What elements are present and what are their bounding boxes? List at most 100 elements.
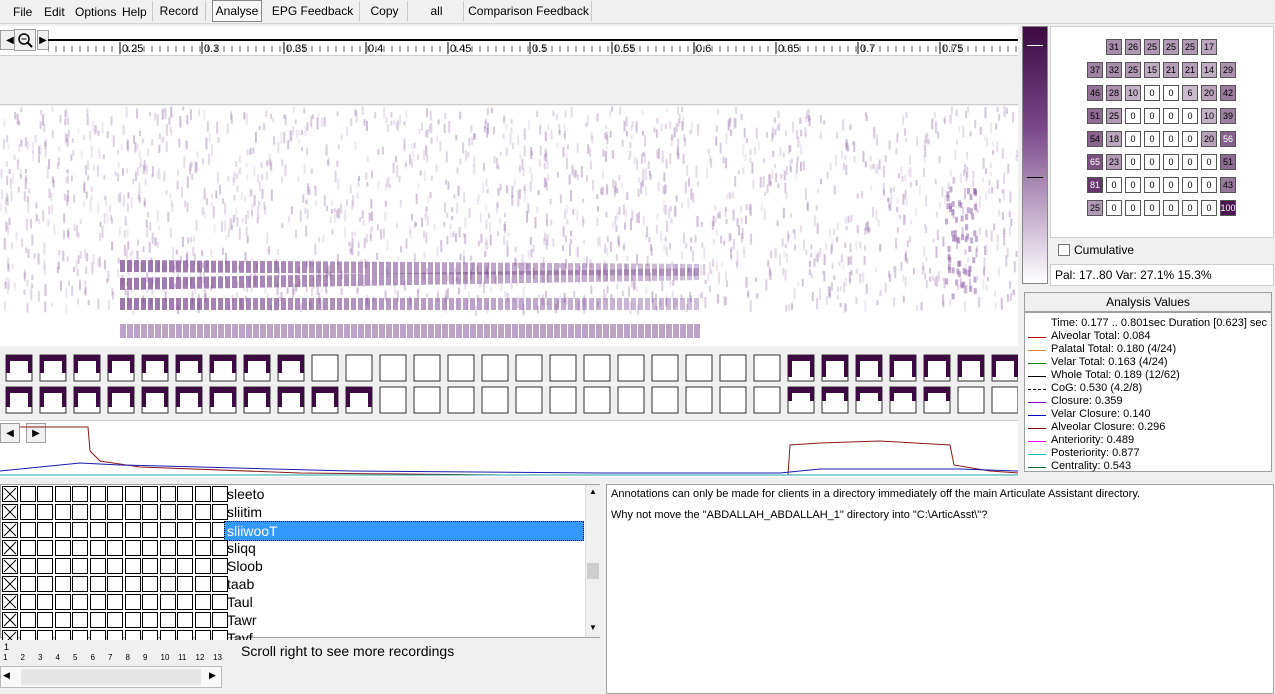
recording-row[interactable]: Tawr xyxy=(1,611,585,629)
menu-edit[interactable]: Edit xyxy=(44,5,65,19)
recording-checkbox[interactable] xyxy=(212,612,228,628)
recording-checkbox[interactable] xyxy=(107,594,123,610)
recording-checkbox[interactable] xyxy=(54,540,71,556)
zoom-out-button[interactable] xyxy=(14,29,36,51)
recording-checkbox[interactable] xyxy=(107,504,123,520)
recording-checkbox[interactable] xyxy=(212,594,228,610)
comparison-feedback-button[interactable]: Comparison Feedback xyxy=(466,1,592,21)
recording-checkbox[interactable] xyxy=(177,522,193,538)
recording-checkbox[interactable] xyxy=(19,504,36,520)
recording-checkbox[interactable] xyxy=(19,522,36,538)
recording-checkbox[interactable] xyxy=(72,612,88,628)
trend-scroll-right[interactable]: ▶ xyxy=(26,423,46,443)
recording-checkbox[interactable] xyxy=(72,594,88,610)
recording-checkbox[interactable] xyxy=(54,576,71,592)
recording-checkbox[interactable] xyxy=(159,486,176,502)
recording-checkbox[interactable] xyxy=(194,594,211,610)
recording-checkbox[interactable] xyxy=(37,594,53,610)
recording-checkbox[interactable] xyxy=(212,558,228,574)
recording-checkbox[interactable] xyxy=(89,522,106,538)
recording-checkbox[interactable] xyxy=(89,504,106,520)
recording-checkbox[interactable] xyxy=(212,576,228,592)
recording-row[interactable]: sliiwooT xyxy=(1,521,585,541)
recording-checkbox[interactable] xyxy=(37,522,53,538)
recording-checkbox[interactable] xyxy=(159,558,176,574)
recording-checkbox[interactable] xyxy=(2,522,18,538)
recording-checkbox[interactable] xyxy=(2,594,18,610)
epg-feedback-button[interactable]: EPG Feedback xyxy=(266,1,360,21)
recording-checkbox[interactable] xyxy=(177,612,193,628)
recording-checkbox[interactable] xyxy=(124,594,141,610)
recording-checkbox[interactable] xyxy=(159,522,176,538)
recording-checkbox[interactable] xyxy=(107,612,123,628)
recording-row[interactable]: taab xyxy=(1,575,585,593)
recording-checkbox[interactable] xyxy=(54,594,71,610)
cumulative-checkbox[interactable] xyxy=(1058,244,1070,256)
recording-checkbox[interactable] xyxy=(142,612,158,628)
recording-row[interactable]: sliqq xyxy=(1,539,585,557)
recording-checkbox[interactable] xyxy=(54,504,71,520)
recording-checkbox[interactable] xyxy=(37,558,53,574)
recording-checkbox[interactable] xyxy=(124,486,141,502)
recording-checkbox[interactable] xyxy=(19,540,36,556)
recording-checkbox[interactable] xyxy=(142,486,158,502)
recording-checkbox[interactable] xyxy=(89,540,106,556)
recording-checkbox[interactable] xyxy=(177,486,193,502)
recording-checkbox[interactable] xyxy=(19,558,36,574)
recording-checkbox[interactable] xyxy=(54,486,71,502)
recording-checkbox[interactable] xyxy=(19,576,36,592)
recording-checkbox[interactable] xyxy=(212,486,228,502)
recordings-scroll-thumb[interactable] xyxy=(587,563,599,579)
recording-checkbox[interactable] xyxy=(142,594,158,610)
horizontal-scroll-thumb[interactable] xyxy=(21,669,201,685)
horizontal-scrollbar[interactable]: ◀ ▶ xyxy=(0,666,222,688)
recording-checkbox[interactable] xyxy=(177,594,193,610)
recording-checkbox[interactable] xyxy=(72,558,88,574)
annotation-panel[interactable]: Annotations can only be made for clients… xyxy=(606,484,1274,694)
recording-checkbox[interactable] xyxy=(72,540,88,556)
recording-checkbox[interactable] xyxy=(194,522,211,538)
recording-checkbox[interactable] xyxy=(142,540,158,556)
recording-checkbox[interactable] xyxy=(124,540,141,556)
recording-checkbox[interactable] xyxy=(177,558,193,574)
recording-checkbox[interactable] xyxy=(2,558,18,574)
recording-checkbox[interactable] xyxy=(107,576,123,592)
recording-row[interactable]: Taul xyxy=(1,593,585,611)
menu-help[interactable]: Help xyxy=(122,5,147,19)
recording-checkbox[interactable] xyxy=(124,576,141,592)
recording-checkbox[interactable] xyxy=(212,504,228,520)
recording-checkbox[interactable] xyxy=(72,576,88,592)
recording-checkbox[interactable] xyxy=(124,612,141,628)
recording-checkbox[interactable] xyxy=(212,540,228,556)
recordings-scrollbar[interactable]: ▲ ▼ xyxy=(585,485,600,637)
menu-options[interactable]: Options xyxy=(75,5,117,19)
recording-checkbox[interactable] xyxy=(142,558,158,574)
recording-checkbox[interactable] xyxy=(89,486,106,502)
record-button[interactable]: Record xyxy=(152,1,206,21)
recording-checkbox[interactable] xyxy=(37,486,53,502)
recording-checkbox[interactable] xyxy=(72,486,88,502)
recording-row[interactable]: Sloob xyxy=(1,557,585,575)
recording-checkbox[interactable] xyxy=(177,504,193,520)
recording-checkbox[interactable] xyxy=(89,594,106,610)
recording-checkbox[interactable] xyxy=(159,540,176,556)
recording-checkbox[interactable] xyxy=(19,612,36,628)
recording-checkbox[interactable] xyxy=(19,594,36,610)
recording-checkbox[interactable] xyxy=(72,504,88,520)
recording-checkbox[interactable] xyxy=(194,576,211,592)
recording-checkbox[interactable] xyxy=(37,576,53,592)
trend-scroll-left[interactable]: ◀ xyxy=(0,423,20,443)
recording-checkbox[interactable] xyxy=(37,540,53,556)
recording-checkbox[interactable] xyxy=(54,558,71,574)
recording-checkbox[interactable] xyxy=(177,540,193,556)
recording-checkbox[interactable] xyxy=(107,522,123,538)
recording-checkbox[interactable] xyxy=(19,486,36,502)
copy-button[interactable]: Copy xyxy=(362,1,408,21)
recording-checkbox[interactable] xyxy=(159,594,176,610)
recording-checkbox[interactable] xyxy=(194,486,211,502)
recording-checkbox[interactable] xyxy=(177,576,193,592)
recording-checkbox[interactable] xyxy=(89,612,106,628)
recording-checkbox[interactable] xyxy=(89,558,106,574)
recording-checkbox[interactable] xyxy=(194,612,211,628)
all-button[interactable]: all xyxy=(410,1,464,21)
